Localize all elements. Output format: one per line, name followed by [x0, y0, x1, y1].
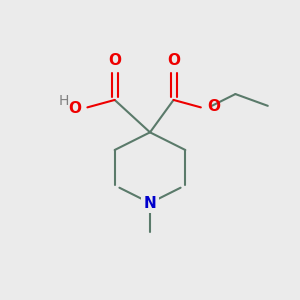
Text: O: O	[68, 101, 81, 116]
Text: H: H	[59, 94, 69, 108]
Text: O: O	[207, 99, 220, 114]
Text: O: O	[108, 53, 121, 68]
Text: O: O	[167, 53, 180, 68]
Text: N: N	[144, 196, 156, 211]
